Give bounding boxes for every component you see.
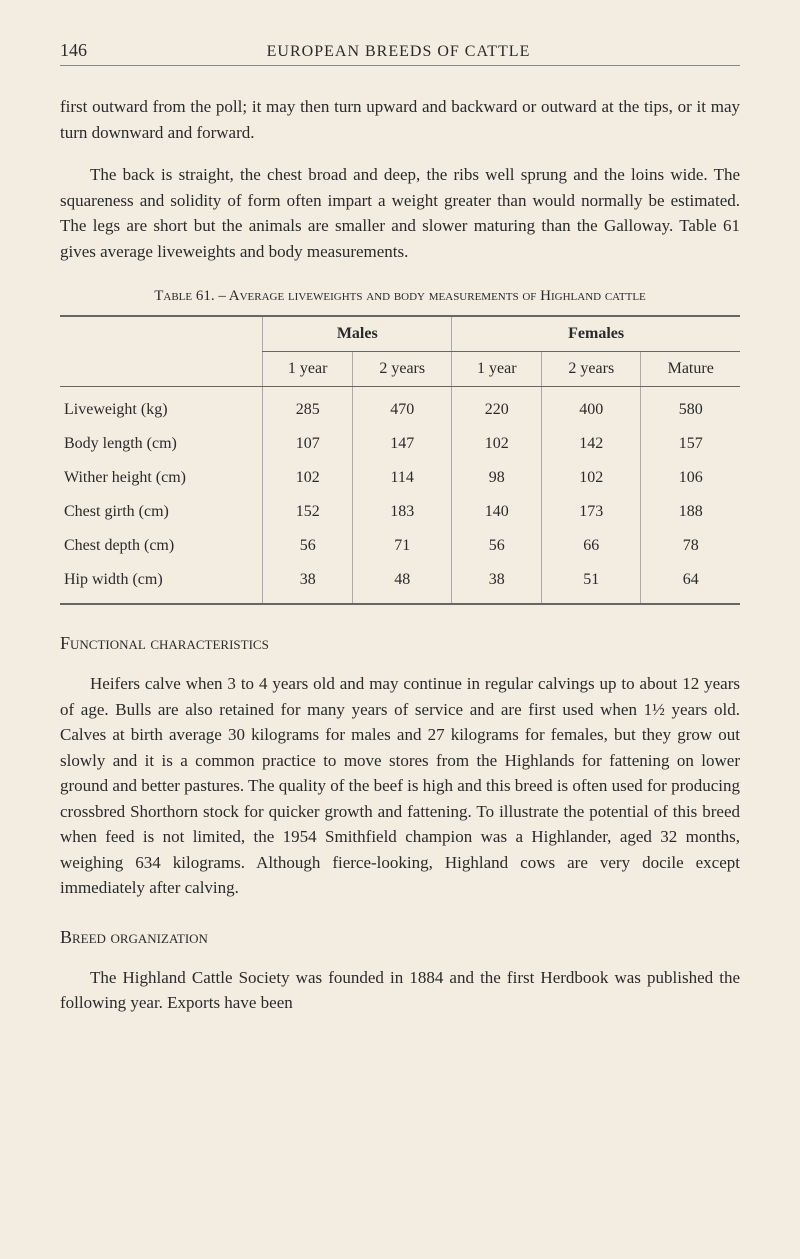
sub-header: 2 years	[353, 352, 452, 387]
cell: 152	[263, 495, 353, 529]
section-1-text: Heifers calve when 3 to 4 years old and …	[60, 674, 740, 897]
table-head: Males Females 1 year 2 years 1 year 2 ye…	[60, 316, 740, 387]
table-row: Liveweight (kg) 285 470 220 400 580	[60, 387, 740, 428]
cell: 285	[263, 387, 353, 428]
cell: 66	[542, 529, 641, 563]
table-group-row: Males Females	[60, 316, 740, 352]
sub-header: Mature	[641, 352, 740, 387]
group-header-females: Females	[452, 316, 740, 352]
table-row: Chest depth (cm) 56 71 56 66 78	[60, 529, 740, 563]
cell: 102	[263, 461, 353, 495]
cell: 48	[353, 563, 452, 604]
table-row: Wither height (cm) 102 114 98 102 106	[60, 461, 740, 495]
row-label: Hip width (cm)	[60, 563, 263, 604]
table-row: Chest girth (cm) 152 183 140 173 188	[60, 495, 740, 529]
section-1-body: Heifers calve when 3 to 4 years old and …	[60, 671, 740, 901]
cell: 56	[452, 529, 542, 563]
row-label: Body length (cm)	[60, 427, 263, 461]
cell: 64	[641, 563, 740, 604]
cell: 102	[542, 461, 641, 495]
section-2-text: The Highland Cattle Society was founded …	[60, 968, 740, 1013]
table-row: Hip width (cm) 38 48 38 51 64	[60, 563, 740, 604]
cell: 173	[542, 495, 641, 529]
cell: 220	[452, 387, 542, 428]
cell: 580	[641, 387, 740, 428]
section-heading-functional: Functional characteristics	[60, 633, 740, 654]
cell: 106	[641, 461, 740, 495]
cell: 142	[542, 427, 641, 461]
table-body: Liveweight (kg) 285 470 220 400 580 Body…	[60, 387, 740, 605]
running-title: EUROPEAN BREEDS OF CATTLE	[57, 43, 740, 61]
cell: 78	[641, 529, 740, 563]
table-caption: Table 61. – Average liveweights and body…	[60, 288, 740, 305]
page-container: 146 EUROPEAN BREEDS OF CATTLE first outw…	[0, 0, 800, 1080]
paragraph-1: first outward from the poll; it may then…	[60, 94, 740, 145]
paragraph-2-text: The back is straight, the chest broad an…	[60, 165, 740, 261]
group-header-males: Males	[263, 316, 452, 352]
cell: 102	[452, 427, 542, 461]
cell: 400	[542, 387, 641, 428]
cell: 188	[641, 495, 740, 529]
paragraph-2: The back is straight, the chest broad an…	[60, 162, 740, 264]
cell: 38	[263, 563, 353, 604]
cell: 107	[263, 427, 353, 461]
cell: 114	[353, 461, 452, 495]
table-row: Body length (cm) 107 147 102 142 157	[60, 427, 740, 461]
section-2-body: The Highland Cattle Society was founded …	[60, 965, 740, 1016]
row-label: Chest depth (cm)	[60, 529, 263, 563]
cell: 147	[353, 427, 452, 461]
row-label: Chest girth (cm)	[60, 495, 263, 529]
sub-header: 1 year	[452, 352, 542, 387]
cell: 470	[353, 387, 452, 428]
row-label: Liveweight (kg)	[60, 387, 263, 428]
page-header: 146 EUROPEAN BREEDS OF CATTLE	[60, 40, 740, 66]
cell: 183	[353, 495, 452, 529]
cell: 38	[452, 563, 542, 604]
section-heading-breed-org: Breed organization	[60, 927, 740, 948]
sub-header: 1 year	[263, 352, 353, 387]
cell: 140	[452, 495, 542, 529]
cell: 157	[641, 427, 740, 461]
table-corner-cell	[60, 316, 263, 387]
cell: 71	[353, 529, 452, 563]
cell: 56	[263, 529, 353, 563]
row-label: Wither height (cm)	[60, 461, 263, 495]
cell: 98	[452, 461, 542, 495]
cell: 51	[542, 563, 641, 604]
sub-header: 2 years	[542, 352, 641, 387]
data-table: Males Females 1 year 2 years 1 year 2 ye…	[60, 315, 740, 605]
